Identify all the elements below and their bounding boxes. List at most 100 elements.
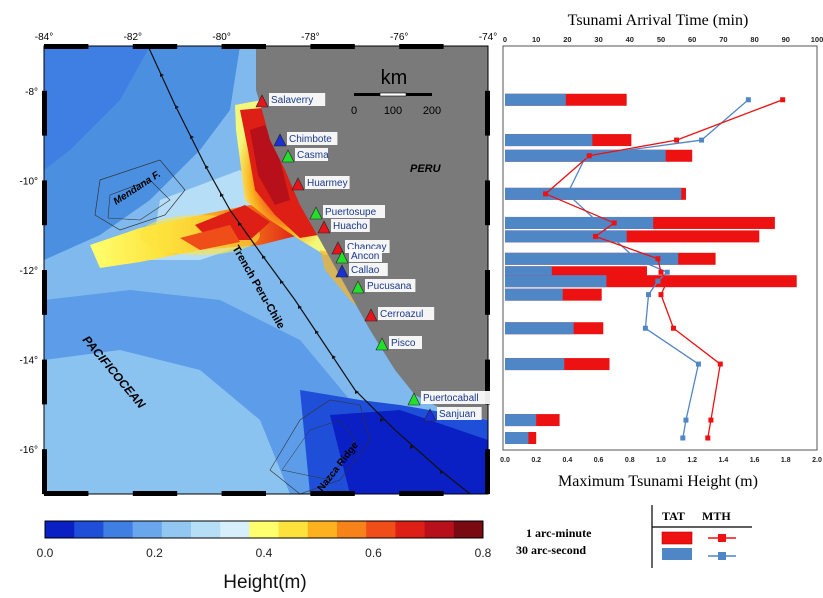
lon-tick: -84°	[35, 32, 53, 43]
top-axis-ticks: 0 10 20 30 40 50 60 70 80 90 100	[503, 35, 823, 44]
point-1min	[780, 97, 786, 103]
scale-unit: km	[381, 67, 408, 89]
station-label-bg	[269, 93, 326, 106]
station-marker	[351, 280, 365, 294]
lon-tick: -74°	[479, 32, 497, 43]
point-30s	[695, 361, 701, 367]
station-label-bg	[349, 263, 388, 276]
top-tick: 50	[657, 35, 665, 44]
colorbar-title: Height(m)	[223, 572, 306, 593]
bar-30s	[505, 252, 679, 265]
lat-tick: -12°	[20, 266, 38, 277]
point-1min	[664, 278, 670, 284]
bar-30s	[505, 93, 566, 106]
top-tick: 100	[811, 35, 823, 44]
station-label-bg	[331, 219, 370, 232]
point-1min	[658, 292, 664, 298]
point-30s	[646, 292, 652, 298]
bottom-tick: 0.8	[625, 457, 635, 464]
lat-tick: -14°	[20, 356, 38, 367]
station-label: Ancon	[351, 251, 379, 262]
point-30s	[633, 256, 639, 262]
lon-tick: -80°	[212, 32, 230, 43]
point-30s	[642, 325, 648, 331]
top-tick: 0	[503, 35, 507, 44]
line-30s	[566, 99, 749, 439]
legend-swatch-30s-bar	[662, 548, 692, 560]
station-marker	[291, 177, 305, 191]
colorbar-swatch	[132, 521, 163, 538]
point-1min	[611, 220, 617, 226]
lat-tick: -16°	[20, 445, 38, 456]
station-marker	[281, 149, 295, 163]
bottom-tick: 1.4	[719, 457, 729, 464]
mth-bars	[505, 93, 797, 444]
station-label: Puertocaball	[423, 393, 479, 404]
point-30s	[655, 278, 661, 284]
colorbar-swatch	[307, 521, 338, 538]
colorbar-swatch	[74, 521, 104, 538]
station-label-bg	[389, 336, 422, 349]
top-tick: 70	[719, 35, 727, 44]
lon-tick: -76°	[390, 32, 408, 43]
colorbar-tick: 0.4	[256, 546, 273, 560]
colorbar-swatch	[278, 521, 309, 538]
bar-30s	[505, 358, 565, 371]
colorbar-swatch	[453, 521, 484, 538]
point-30s	[680, 435, 686, 441]
legend-mth: MTH	[702, 509, 731, 523]
map-frame-checker	[42, 44, 490, 496]
bottom-tick: 1.8	[781, 457, 791, 464]
bottom-tick: 0.2	[531, 457, 541, 464]
point-30s	[699, 137, 705, 143]
point-30s	[583, 153, 589, 159]
station-label: Sanjuan	[439, 409, 476, 420]
station-label: Casma	[297, 150, 329, 161]
bottom-tick: 1.2	[687, 457, 697, 464]
bar-30s	[505, 414, 537, 427]
top-tick: 40	[626, 35, 634, 44]
station-marker	[331, 241, 345, 255]
station-marker	[273, 133, 287, 147]
station-marker	[317, 220, 331, 234]
colorbar-swatch	[45, 521, 75, 538]
bar-30s	[505, 187, 682, 200]
point-1min	[705, 435, 711, 441]
bottom-tick: 0.0	[500, 457, 510, 464]
station-label: Huacho	[333, 221, 368, 232]
point-1min	[658, 269, 664, 275]
station-marker	[364, 308, 378, 322]
point-30s	[664, 269, 670, 275]
legend-swatch-1min-bar	[661, 531, 693, 545]
colorbar-swatch	[366, 521, 396, 538]
colorbar-tick: 0.0	[37, 546, 54, 560]
station-label-bg	[323, 205, 385, 218]
bar-30s	[505, 230, 627, 243]
scale-tick-100: 100	[384, 105, 402, 117]
point-30s	[564, 191, 570, 197]
bottom-tick: 2.0	[812, 457, 822, 464]
station-label-bg	[305, 176, 350, 189]
bar-30s	[505, 275, 607, 288]
legend-swatch-1min-marker	[718, 534, 726, 542]
point-1min	[592, 233, 598, 239]
station-marker	[375, 337, 389, 351]
colorbar	[44, 520, 484, 539]
legend: TAT MTH 1 arc-minute 30 arc-second	[516, 505, 752, 568]
point-1min	[586, 153, 592, 159]
bottom-tick: 0.4	[563, 457, 573, 464]
line-1min	[544, 99, 783, 439]
scale-tick-200: 200	[423, 105, 441, 117]
station-label-bg	[437, 407, 482, 420]
station-label-bg	[287, 132, 338, 145]
station-label: Callao	[351, 265, 380, 276]
station-label: Pucusana	[367, 281, 412, 292]
station-label: Salaverry	[271, 95, 313, 106]
legend-tat: TAT	[662, 509, 685, 523]
station-label: Puertosupe	[325, 207, 377, 218]
chart-top-title: Tsunami Arrival Time (min)	[568, 12, 749, 29]
bar-30s	[505, 322, 574, 335]
bottom-tick: 0.6	[594, 457, 604, 464]
station-marker	[407, 392, 421, 406]
